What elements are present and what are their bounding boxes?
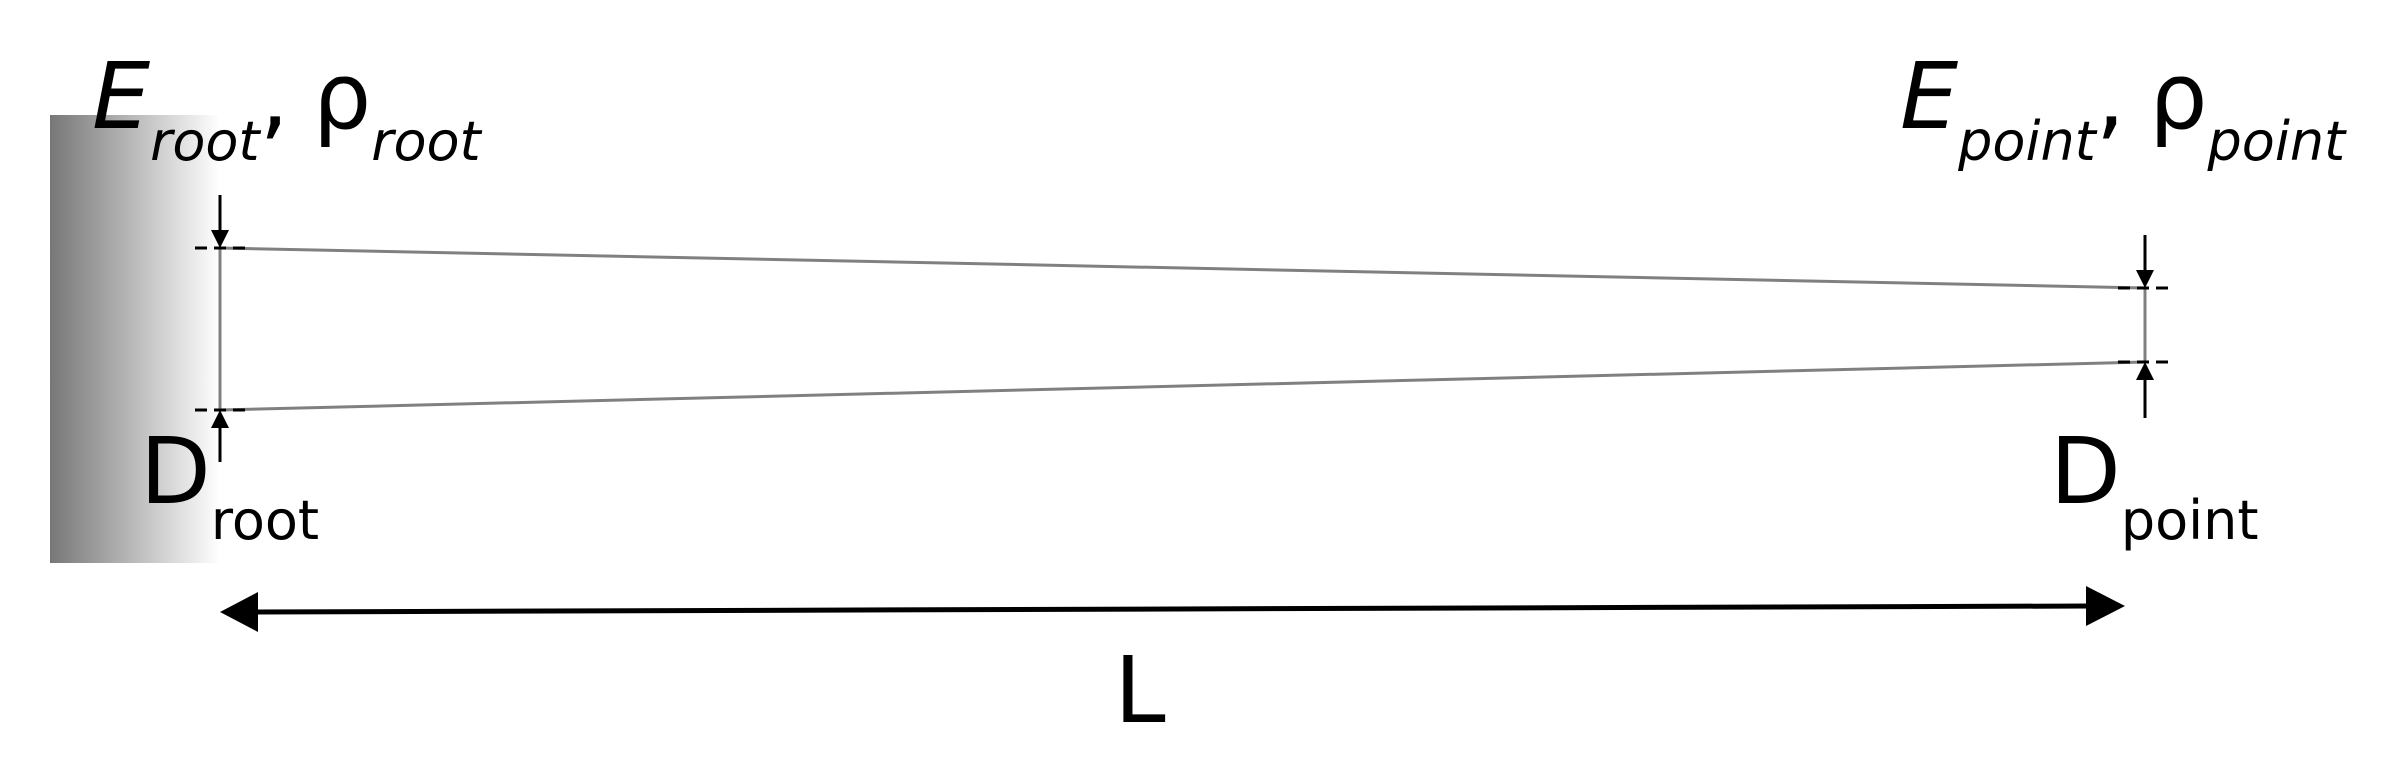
point-density-subscript: point	[2207, 110, 2348, 173]
fixed-wall-support	[50, 115, 220, 563]
length-label: L	[1114, 637, 1165, 744]
beam-top-edge	[219, 246, 2146, 290]
root-diameter-dimension	[195, 195, 250, 462]
point-modulus-symbol: E	[1900, 43, 1958, 150]
root-modulus-subscript: root	[150, 110, 261, 173]
length-right-arrowhead	[2086, 586, 2125, 626]
root-diameter-label: Droot	[140, 418, 319, 552]
length-dimension	[220, 586, 2125, 632]
length-left-arrowhead	[220, 592, 258, 632]
root-diameter-subscript: root	[211, 489, 319, 552]
root-density-symbol: ρ	[313, 43, 371, 150]
tapered-beam	[218, 246, 2147, 412]
root-density-subscript: root	[371, 110, 482, 173]
length-dimension-line	[249, 603, 2091, 615]
point-material-label: Epoint, ρpoint	[1900, 43, 2347, 173]
point-diameter-label: Dpoint	[2050, 418, 2259, 552]
root-bottom-arrowhead	[211, 410, 229, 428]
beam-bottom-edge	[219, 360, 2146, 412]
point-diameter-subscript: point	[2121, 489, 2259, 552]
root-modulus-symbol: E	[92, 43, 150, 150]
point-modulus-subscript: point	[1957, 110, 2098, 173]
point-top-arrowhead	[2136, 270, 2154, 288]
point-bottom-arrowhead	[2136, 362, 2154, 380]
root-top-arrowhead	[211, 230, 229, 248]
root-diameter-symbol: D	[140, 418, 211, 525]
point-diameter-dimension	[2118, 235, 2172, 418]
root-material-label: Eroot, ρroot	[92, 43, 483, 173]
point-label-separator: ,	[2096, 43, 2125, 150]
root-label-separator: ,	[260, 43, 289, 150]
point-diameter-symbol: D	[2050, 418, 2121, 525]
point-density-symbol: ρ	[2149, 43, 2207, 150]
